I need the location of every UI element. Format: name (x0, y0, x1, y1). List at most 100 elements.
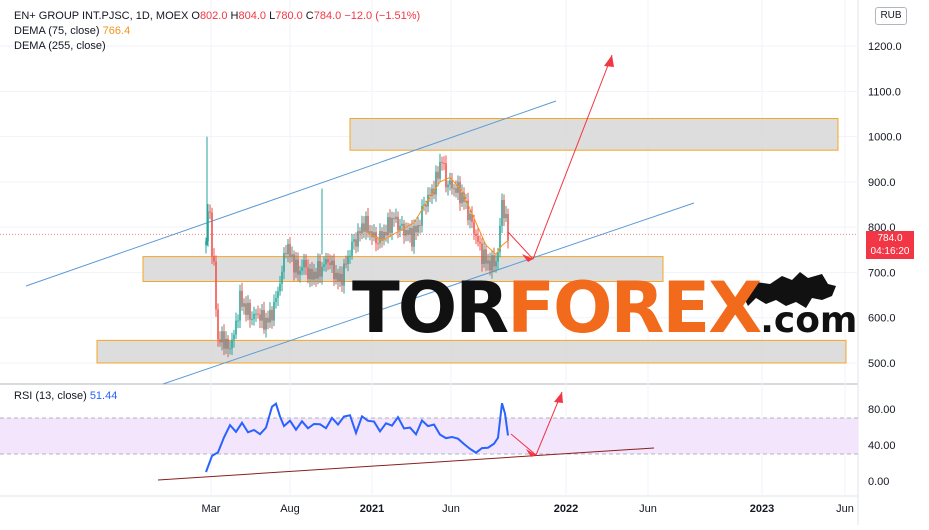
dema255-legend[interactable]: DEMA (255, close) (14, 39, 106, 53)
candle-body (347, 256, 349, 264)
candle-body (229, 348, 231, 350)
dema75-label: DEMA (75, close) (14, 25, 100, 37)
candle-body (331, 260, 333, 266)
zone-box[interactable] (96, 339, 847, 364)
candle-body (327, 259, 329, 263)
candle-body (289, 244, 291, 257)
candle-body (487, 260, 489, 264)
candle-body (437, 171, 439, 179)
candle-body (431, 188, 433, 196)
candle-body (341, 273, 343, 286)
candle-body (451, 180, 453, 189)
candle-body (241, 290, 243, 307)
candle-body (499, 225, 501, 253)
candle-body (477, 236, 479, 242)
candle-body (323, 264, 325, 267)
x-tick-label: 2023 (750, 503, 774, 515)
candle-body (389, 217, 391, 233)
candle-body (369, 231, 371, 234)
candle-body (461, 192, 463, 204)
candle-body (457, 181, 459, 193)
candle-body (329, 262, 331, 266)
candle-body (333, 260, 335, 280)
candle-body (293, 254, 295, 273)
watermark-text-1: TOR (352, 267, 509, 349)
currency-button[interactable]: RUB (875, 7, 907, 25)
candle-body (245, 303, 247, 315)
rsi-value: 51.44 (89, 390, 118, 402)
channel-upper-line[interactable] (25, 100, 557, 287)
candle-body (405, 230, 407, 236)
candle-body (423, 204, 425, 207)
candle-body (373, 232, 375, 238)
candle-body (207, 211, 209, 242)
candle-body (399, 225, 401, 231)
candle-body (495, 261, 497, 267)
candle-body (491, 255, 493, 271)
candle-body (211, 212, 213, 257)
rsi-tick-label: 0.00 (868, 476, 889, 488)
candle-body (233, 334, 235, 340)
candle-body (349, 255, 351, 257)
rsi-line[interactable] (205, 402, 509, 473)
dema75-legend[interactable]: DEMA (75, close) 766.4 (14, 24, 130, 38)
candle-body (421, 206, 423, 226)
candle-body (445, 163, 447, 188)
candle-body (287, 244, 289, 255)
candle-body (441, 161, 443, 163)
candle-body (247, 302, 249, 315)
candle-body (339, 273, 341, 282)
candle-body (213, 256, 215, 262)
x-tick-label: Aug (280, 503, 300, 515)
candle-body (345, 263, 347, 265)
rsi-legend[interactable]: RSI (13, close) 51.44 (14, 389, 117, 403)
candle-body (361, 223, 363, 234)
candle-body (367, 215, 369, 234)
watermark-text-3: .com (760, 300, 858, 341)
candle-body (351, 241, 353, 256)
candle-body (379, 231, 381, 244)
candle-body (337, 272, 339, 282)
candle-body (447, 184, 449, 188)
candle-body (317, 261, 319, 279)
rsi-arrow-head-down (526, 449, 536, 457)
candle-body (277, 291, 279, 298)
watermark-logo: TORFOREX.com (352, 268, 857, 361)
candle-body (455, 188, 457, 193)
candle-body (303, 260, 305, 268)
candle-body (335, 272, 337, 280)
candle-body (307, 267, 309, 280)
dema75-line[interactable] (365, 176, 509, 256)
rsi-tick-label: 40.00 (868, 440, 896, 452)
candle-body (467, 200, 469, 221)
candle-body (501, 199, 503, 226)
candle-body (355, 239, 357, 247)
x-tick-label: Jun (442, 503, 460, 515)
candle-body (243, 303, 245, 307)
candle-body (485, 249, 487, 264)
dema75-value: 766.4 (102, 25, 131, 37)
candle-body (453, 188, 455, 190)
candle-body (261, 310, 263, 321)
candle-body (237, 320, 239, 322)
channel-lower-line[interactable] (162, 202, 695, 385)
low-value: 780.0 (275, 10, 303, 22)
projection-arrow-line[interactable] (507, 54, 613, 260)
zone-box[interactable] (349, 118, 839, 151)
y-tick-label: 1000.0 (868, 132, 902, 144)
candle-body (231, 339, 233, 349)
high-value: 804.0 (238, 10, 267, 22)
candle-body (429, 194, 431, 196)
candle-body (359, 231, 361, 234)
zone-box[interactable] (142, 256, 664, 283)
candle-body (417, 224, 419, 233)
current-price-badge: 784.0 04:16:20 (866, 231, 914, 259)
y-tick-label: 600.0 (868, 313, 896, 325)
candle-body (223, 331, 225, 349)
candle-body (219, 339, 221, 343)
candle-body (493, 255, 495, 267)
candle-body (377, 243, 379, 245)
rsi-trendline[interactable] (157, 447, 655, 481)
